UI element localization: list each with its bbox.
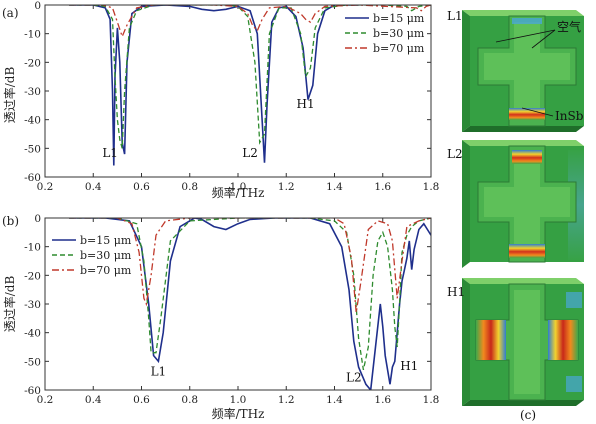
series-line bbox=[69, 5, 431, 149]
legend-label: b=30 μm bbox=[373, 27, 425, 40]
series-line bbox=[69, 218, 431, 313]
panel-b-series bbox=[69, 218, 431, 390]
series-line bbox=[69, 218, 431, 390]
panel-a-annotations: L1 L2 H1 bbox=[102, 97, 314, 160]
insb-label: InSb bbox=[555, 109, 584, 123]
panel-b-label: (b) bbox=[2, 214, 19, 228]
panel-a-chart: (a) 0.2 0.4 0.6 0.8 1.0 1.2 1.4 1.6 1.8 0 -10 -20 -3… bbox=[2, 0, 439, 200]
field-map-l2 bbox=[462, 140, 584, 268]
x-tick-label: 0.8 bbox=[181, 394, 198, 406]
peak-annotation: L2 bbox=[346, 370, 362, 384]
y-tick-label: -60 bbox=[24, 385, 41, 397]
y-tick-label: 0 bbox=[34, 0, 41, 12]
y-tick-label: -60 bbox=[24, 172, 41, 184]
x-tick-label: 1.4 bbox=[326, 181, 343, 193]
panel-c-label: (c) bbox=[520, 408, 536, 422]
x-tick-label: 1.0 bbox=[230, 181, 247, 193]
y-tick-label: -50 bbox=[24, 356, 41, 368]
x-tick-label: 0.4 bbox=[85, 394, 102, 406]
series-line bbox=[69, 218, 431, 371]
panel-b-xlabel: 频率/THz bbox=[212, 406, 265, 421]
legend-label: b=15 μm bbox=[80, 234, 132, 247]
y-tick-label: -20 bbox=[24, 57, 41, 69]
y-tick-label: -10 bbox=[24, 242, 41, 254]
x-tick-label: 0.2 bbox=[37, 181, 54, 193]
x-tick-label: 1.2 bbox=[278, 181, 295, 193]
panel-a-xlabel: 频率/THz bbox=[212, 185, 265, 200]
air-label: 空气 bbox=[557, 19, 581, 34]
panel-a-legend: b=15 μm b=30 μm b=70 μm bbox=[345, 12, 425, 55]
panel-a-frame bbox=[44, 4, 432, 178]
peak-annotation: L1 bbox=[151, 365, 167, 379]
field-map-label-l1: L1 bbox=[447, 9, 463, 23]
x-tick-label: 0.8 bbox=[181, 181, 198, 193]
field-map-label-h1: H1 bbox=[447, 285, 465, 299]
y-tick-label: -10 bbox=[24, 29, 41, 41]
field-map-label-l2: L2 bbox=[447, 147, 463, 161]
x-tick-label: 0.6 bbox=[133, 181, 150, 193]
panel-b-ylabel: 透过率/dB bbox=[2, 276, 17, 333]
panel-b-annotations: L1 L2 H1 bbox=[151, 359, 419, 384]
y-tick-label: -20 bbox=[24, 270, 41, 282]
x-tick-label: 0.4 bbox=[85, 181, 102, 193]
x-tick-label: 1.8 bbox=[423, 181, 440, 193]
legend-label: b=30 μm bbox=[80, 249, 132, 262]
peak-annotation: H1 bbox=[296, 97, 314, 111]
x-tick-label: 1.6 bbox=[374, 394, 391, 406]
y-tick-label: -40 bbox=[24, 328, 41, 340]
y-tick-label: -30 bbox=[24, 86, 41, 98]
y-tick-label: -50 bbox=[24, 143, 41, 155]
field-map-l1 bbox=[462, 10, 584, 132]
peak-annotation: L2 bbox=[242, 146, 258, 160]
y-tick-label: -40 bbox=[24, 115, 41, 127]
legend-label: b=70 μm bbox=[80, 264, 132, 277]
x-tick-label: 1.6 bbox=[374, 181, 391, 193]
x-tick-label: 1.4 bbox=[326, 394, 343, 406]
panel-b-chart: (b) 0.2 0.4 0.6 0.8 1.0 1.2 1.4 1.6 1.8 0 -10 -20 -3… bbox=[2, 213, 439, 421]
y-tick-label: -30 bbox=[24, 299, 41, 311]
panel-a-ticks: 0.2 0.4 0.6 0.8 1.0 1.2 1.4 1.6 1.8 0 -10 -20 -30 -40… bbox=[24, 0, 439, 193]
x-tick-label: 0.2 bbox=[37, 394, 54, 406]
panel-b-legend: b=15 μm b=30 μm b=70 μm bbox=[52, 234, 132, 277]
x-tick-label: 0.6 bbox=[133, 394, 150, 406]
peak-annotation: L1 bbox=[102, 146, 118, 160]
panel-a-ylabel: 透过率/dB bbox=[2, 67, 17, 124]
peak-annotation: H1 bbox=[400, 359, 418, 373]
x-tick-label: 1.0 bbox=[230, 394, 247, 406]
x-tick-label: 1.2 bbox=[278, 394, 295, 406]
y-tick-label: 0 bbox=[34, 213, 41, 225]
panel-a-label: (a) bbox=[2, 6, 19, 20]
field-map-h1 bbox=[462, 278, 584, 406]
legend-label: b=15 μm bbox=[373, 12, 425, 25]
panel-b-frame bbox=[44, 217, 432, 391]
x-tick-label: 1.8 bbox=[423, 394, 440, 406]
panel-c-field-maps: L1 空气 InSb L2 H1 (c) bbox=[447, 9, 584, 422]
legend-label: b=70 μm bbox=[373, 42, 425, 55]
